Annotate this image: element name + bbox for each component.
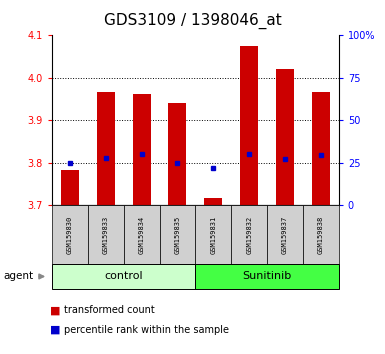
Bar — [124, 205, 159, 264]
Bar — [204, 198, 222, 205]
Text: Sunitinib: Sunitinib — [243, 272, 292, 281]
Bar — [303, 205, 339, 264]
Text: GSM159838: GSM159838 — [318, 215, 324, 254]
Bar — [133, 94, 151, 205]
Text: GSM159834: GSM159834 — [139, 215, 145, 254]
Bar — [195, 205, 231, 264]
Bar — [52, 205, 88, 264]
Bar — [97, 92, 115, 205]
Text: ■: ■ — [50, 325, 60, 335]
Bar — [231, 205, 267, 264]
Text: GSM159830: GSM159830 — [67, 215, 73, 254]
Text: GSM159837: GSM159837 — [282, 215, 288, 254]
Text: GSM159832: GSM159832 — [246, 215, 252, 254]
Text: percentile rank within the sample: percentile rank within the sample — [64, 325, 229, 335]
Bar — [312, 92, 330, 205]
Text: GSM159831: GSM159831 — [210, 215, 216, 254]
Text: control: control — [104, 272, 143, 281]
Text: ■: ■ — [50, 306, 60, 315]
Bar — [88, 205, 124, 264]
Text: agent: agent — [4, 272, 34, 281]
Text: GSM159835: GSM159835 — [174, 215, 181, 254]
Text: GDS3109 / 1398046_at: GDS3109 / 1398046_at — [104, 12, 281, 29]
Bar — [52, 264, 195, 289]
Text: GSM159833: GSM159833 — [103, 215, 109, 254]
Bar — [276, 69, 294, 205]
Bar — [267, 205, 303, 264]
Bar — [159, 205, 196, 264]
Bar — [240, 46, 258, 205]
Bar — [169, 103, 186, 205]
Bar — [61, 170, 79, 205]
Bar — [195, 264, 339, 289]
Text: transformed count: transformed count — [64, 306, 154, 315]
